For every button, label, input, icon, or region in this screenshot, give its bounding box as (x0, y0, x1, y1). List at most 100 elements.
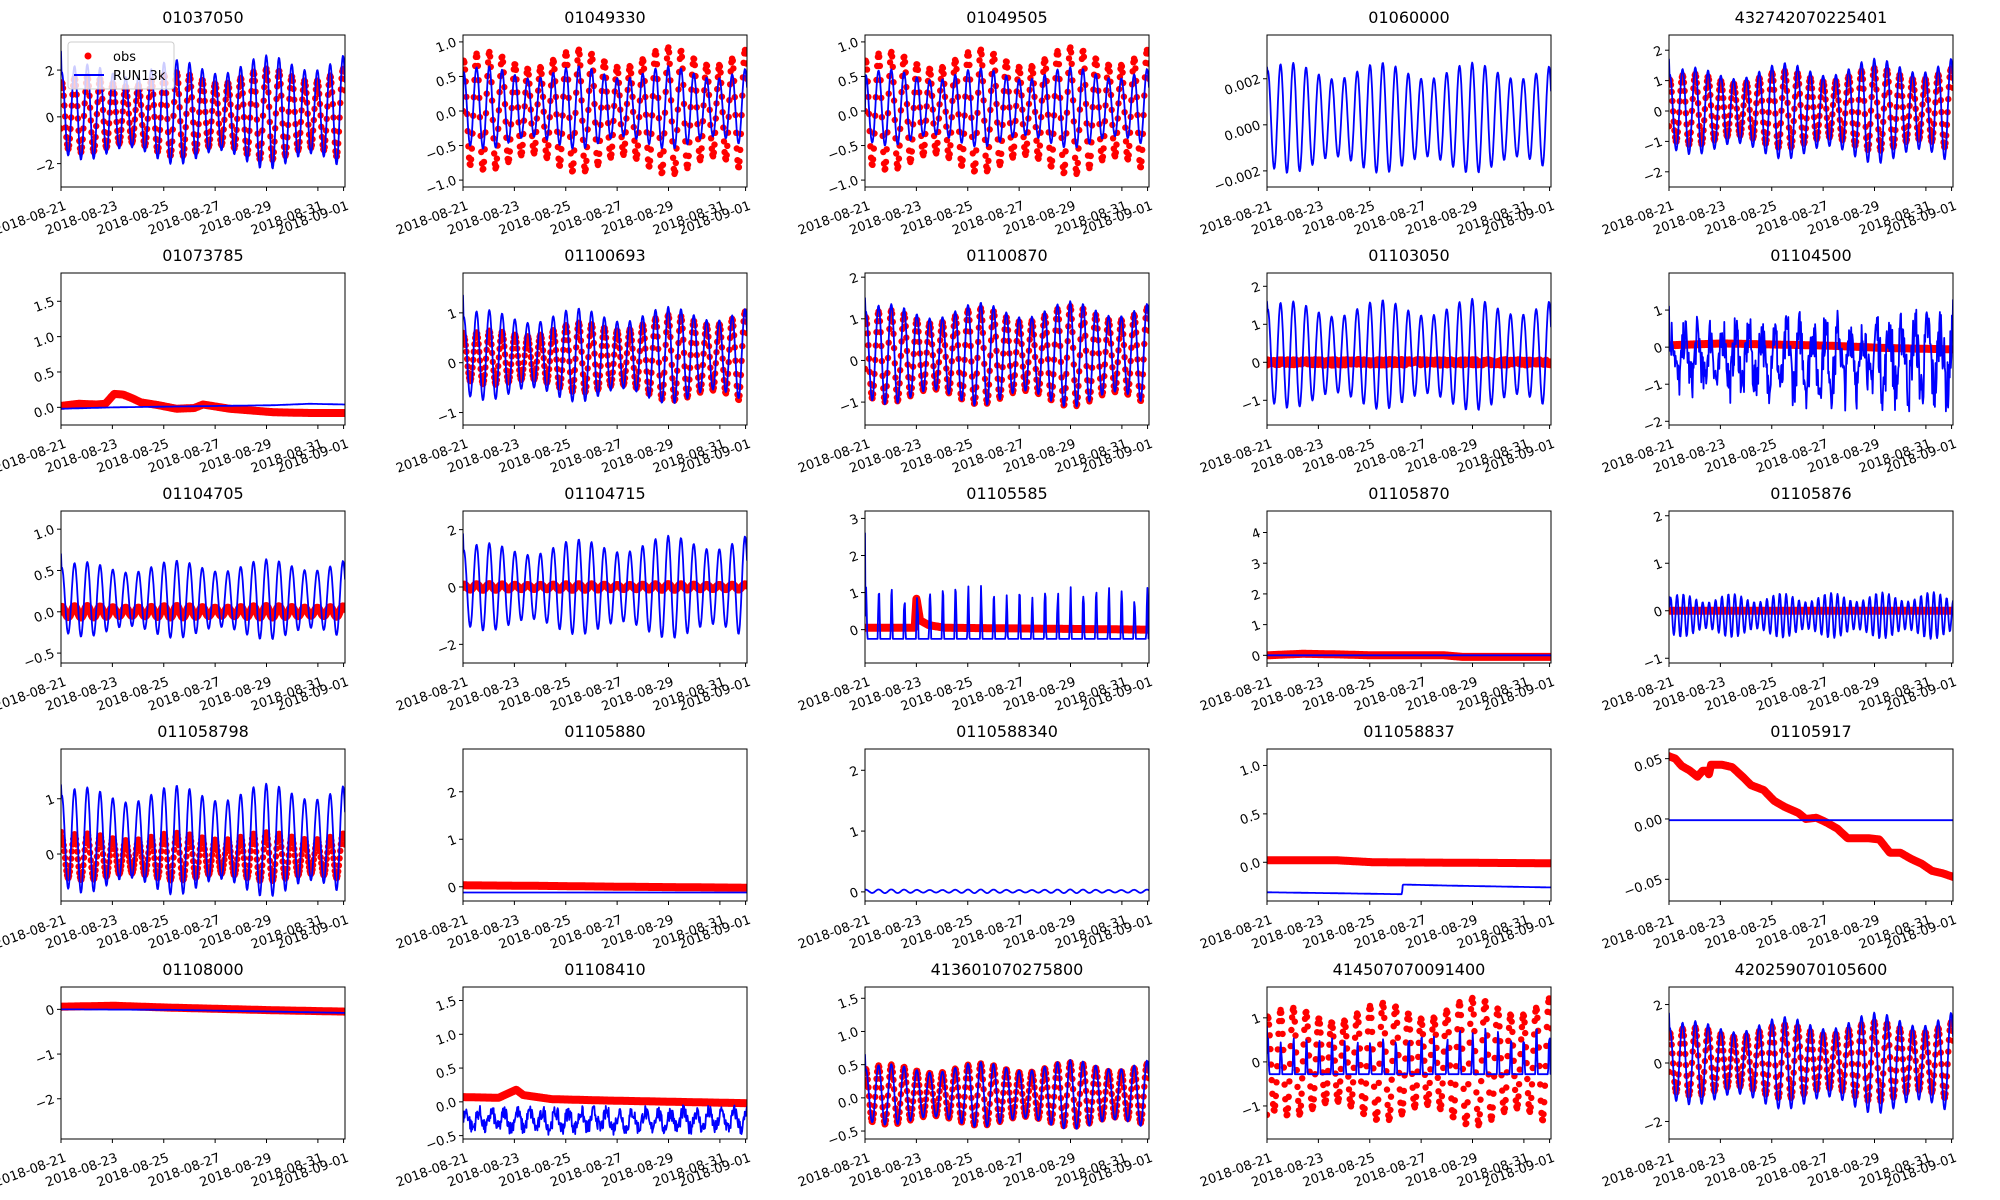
obs-point (1539, 1117, 1547, 1124)
obs-point (570, 160, 577, 167)
obs-point (1367, 1005, 1374, 1013)
obs-point (893, 150, 900, 157)
obs-point (341, 835, 345, 842)
y-tick-label: 1.0 (32, 523, 57, 544)
series-RUN13k-line (61, 50, 345, 170)
obs-point (1515, 1093, 1522, 1100)
obs-point (1284, 1105, 1292, 1112)
subplot: 011058798012018-08-212018-08-232018-08-2… (0, 722, 351, 953)
obs-point (1092, 55, 1100, 63)
series-RUN13k-line (463, 65, 747, 150)
obs-point (1033, 137, 1040, 144)
obs-point (1505, 1037, 1512, 1045)
obs-point (1415, 1053, 1422, 1061)
obs-point (1374, 1109, 1381, 1116)
y-tick-label: 0.5 (836, 70, 861, 91)
obs-point (1419, 1021, 1426, 1028)
obs-point (596, 150, 603, 157)
obs-point (240, 848, 247, 855)
y-tick-label: 0 (1652, 104, 1665, 121)
y-tick-label: 0.5 (434, 1061, 459, 1082)
obs-point (960, 145, 967, 153)
axes-frame (462, 748, 748, 902)
obs-point (1527, 1104, 1534, 1111)
obs-point (532, 139, 539, 147)
obs-point (1356, 1030, 1363, 1037)
subplot-title: 01105880 (564, 722, 645, 741)
obs-point (1429, 1026, 1436, 1033)
obs-point (1304, 1023, 1311, 1030)
obs-point (1267, 1032, 1273, 1039)
obs-point (1383, 1086, 1391, 1093)
obs-point (480, 165, 487, 173)
obs-point (1273, 1079, 1280, 1086)
obs-point (538, 70, 545, 78)
obs-point (672, 168, 679, 175)
subplot: 01105917−0.050.000.052018-08-212018-08-2… (1600, 722, 1959, 953)
obs-point (1381, 1030, 1389, 1037)
obs-point (737, 146, 744, 154)
obs-point (1061, 169, 1068, 176)
obs-point (1515, 1081, 1523, 1088)
obs-point (1361, 1105, 1368, 1112)
y-tick-label: −2 (34, 1092, 57, 1113)
obs-point (588, 50, 595, 58)
plot-area (1267, 649, 1551, 661)
obs-point (1476, 1119, 1483, 1127)
obs-point (518, 149, 526, 156)
obs-point (1274, 1046, 1282, 1053)
obs-point (1441, 1032, 1448, 1040)
series-RUN13k-line (1669, 1011, 1953, 1114)
obs-point (1528, 1081, 1536, 1088)
plot-area (463, 1085, 747, 1136)
y-tick-label: 1 (446, 306, 459, 323)
obs-point (1439, 1080, 1446, 1087)
obs-point (1080, 53, 1088, 60)
y-tick-label: 0.0 (434, 104, 459, 125)
obs-point (589, 56, 596, 63)
obs-point (1118, 63, 1126, 70)
obs-point (608, 151, 615, 158)
y-tick-label: 0 (848, 623, 861, 640)
y-tick-label: 0.0 (836, 1091, 861, 1112)
obs-point (1376, 1060, 1383, 1067)
y-tick-label: 0.0 (32, 605, 57, 626)
obs-point (474, 53, 481, 60)
y-tick-label: 2 (446, 785, 459, 802)
obs-point (690, 55, 698, 63)
subplot-title: 01104705 (162, 484, 243, 503)
obs-point (1125, 151, 1132, 159)
obs-point (1322, 1097, 1330, 1104)
obs-point (1068, 60, 1075, 67)
obs-point (1469, 994, 1476, 1002)
obs-point (1518, 1023, 1526, 1031)
obs-point (1467, 1020, 1474, 1027)
plot-area (865, 297, 1149, 410)
obs-point (1427, 1066, 1434, 1073)
y-tick-label: −1 (1642, 652, 1665, 673)
y-tick-label: 1.5 (434, 994, 459, 1015)
y-tick-label: −1.0 (424, 174, 459, 199)
subplot: 413601070275800−0.50.00.51.01.52018-08-2… (796, 960, 1155, 1191)
plot-area (463, 44, 747, 178)
obs-point (1491, 1054, 1498, 1062)
y-tick-label: −2 (34, 157, 57, 178)
obs-point (1048, 163, 1055, 170)
obs-point (901, 58, 909, 66)
obs-point (1524, 1075, 1531, 1083)
plot-area (1267, 297, 1551, 411)
subplot-title: 413601070275800 (931, 960, 1084, 979)
obs-point (1509, 1028, 1516, 1036)
obs-point (934, 139, 941, 147)
axes-frame (864, 272, 1150, 426)
obs-point (1400, 1087, 1408, 1095)
obs-point (646, 163, 653, 170)
obs-point (660, 148, 667, 155)
obs-point (486, 53, 494, 60)
obs-point (997, 158, 1004, 166)
obs-point (1284, 1111, 1291, 1118)
obs-point (1119, 69, 1126, 76)
y-tick-label: 1 (1250, 318, 1263, 335)
plot-area (1669, 752, 1953, 881)
